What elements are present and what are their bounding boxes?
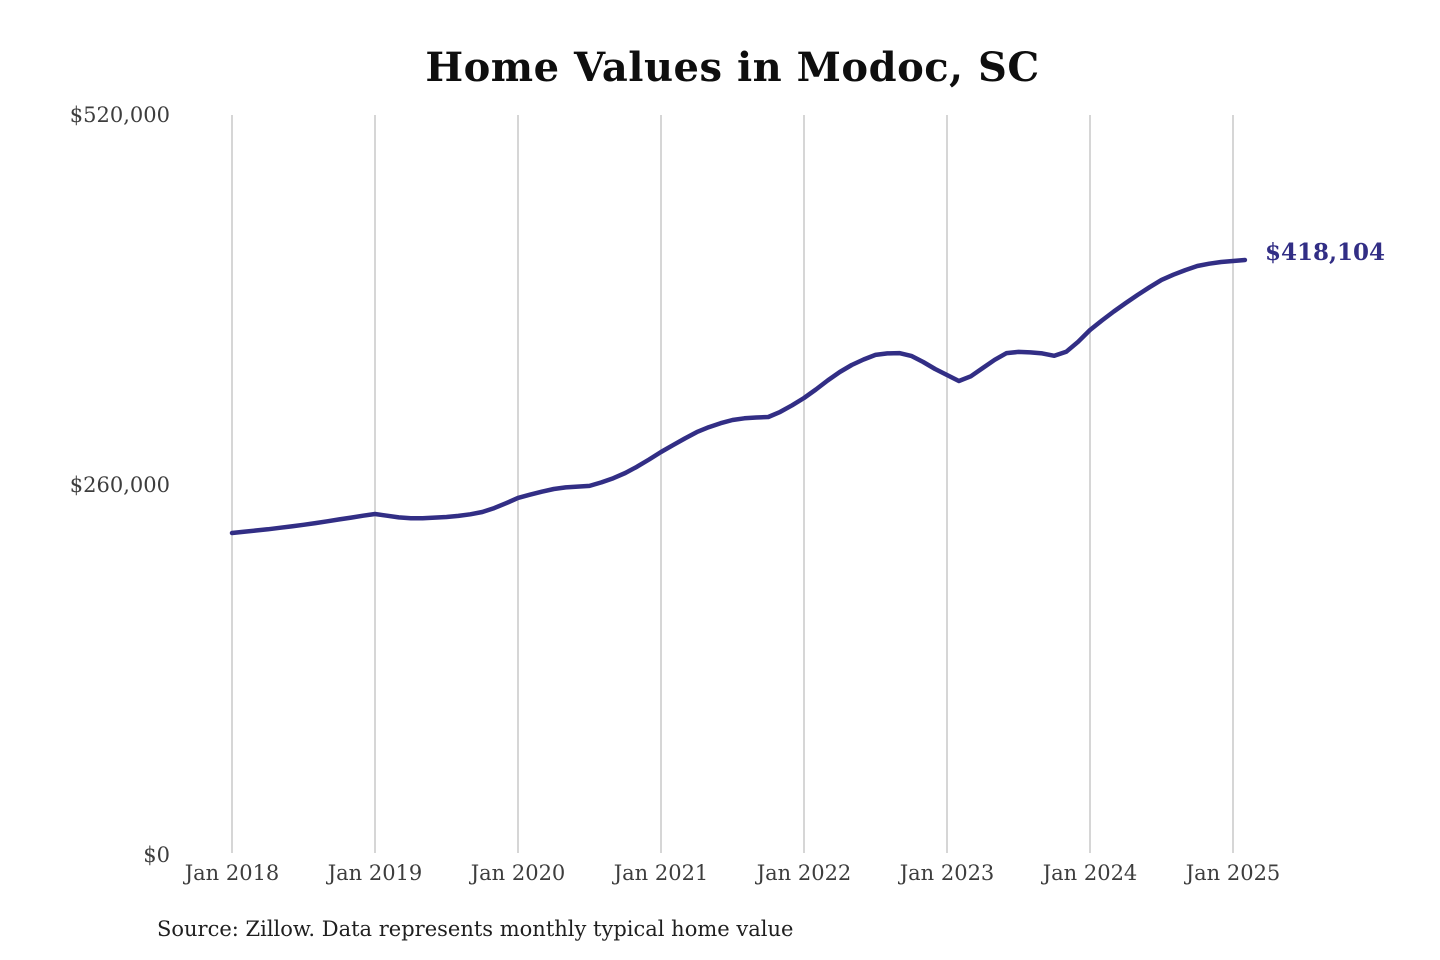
x-tick-label-2022: Jan 2022 [756, 861, 852, 885]
end-value-label: $418,104 [1265, 239, 1386, 266]
x-tick-label-2023: Jan 2023 [899, 861, 995, 885]
x-tick-label-2025: Jan 2025 [1185, 861, 1281, 885]
source-note: Source: Zillow. Data represents monthly … [157, 917, 794, 941]
y-tick-label-520000: $520,000 [69, 103, 170, 127]
x-tick-label-2024: Jan 2024 [1042, 861, 1138, 885]
x-tick-label-2018: Jan 2018 [184, 861, 280, 885]
gridlines [231, 115, 1234, 853]
y-tick-label-260000: $260,000 [69, 473, 170, 497]
x-tick-label-2021: Jan 2021 [613, 861, 709, 885]
y-tick-label-0: $0 [143, 843, 170, 867]
x-tick-label-2019: Jan 2019 [327, 861, 423, 885]
x-tick-label-2020: Jan 2020 [470, 861, 566, 885]
chart-title: Home Values in Modoc, SC [425, 44, 1040, 91]
value-line [229, 257, 1248, 536]
